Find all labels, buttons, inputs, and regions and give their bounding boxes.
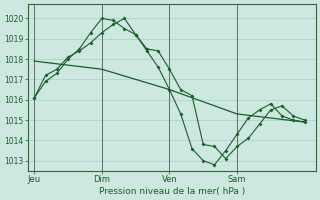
X-axis label: Pression niveau de la mer( hPa ): Pression niveau de la mer( hPa ) — [99, 187, 245, 196]
